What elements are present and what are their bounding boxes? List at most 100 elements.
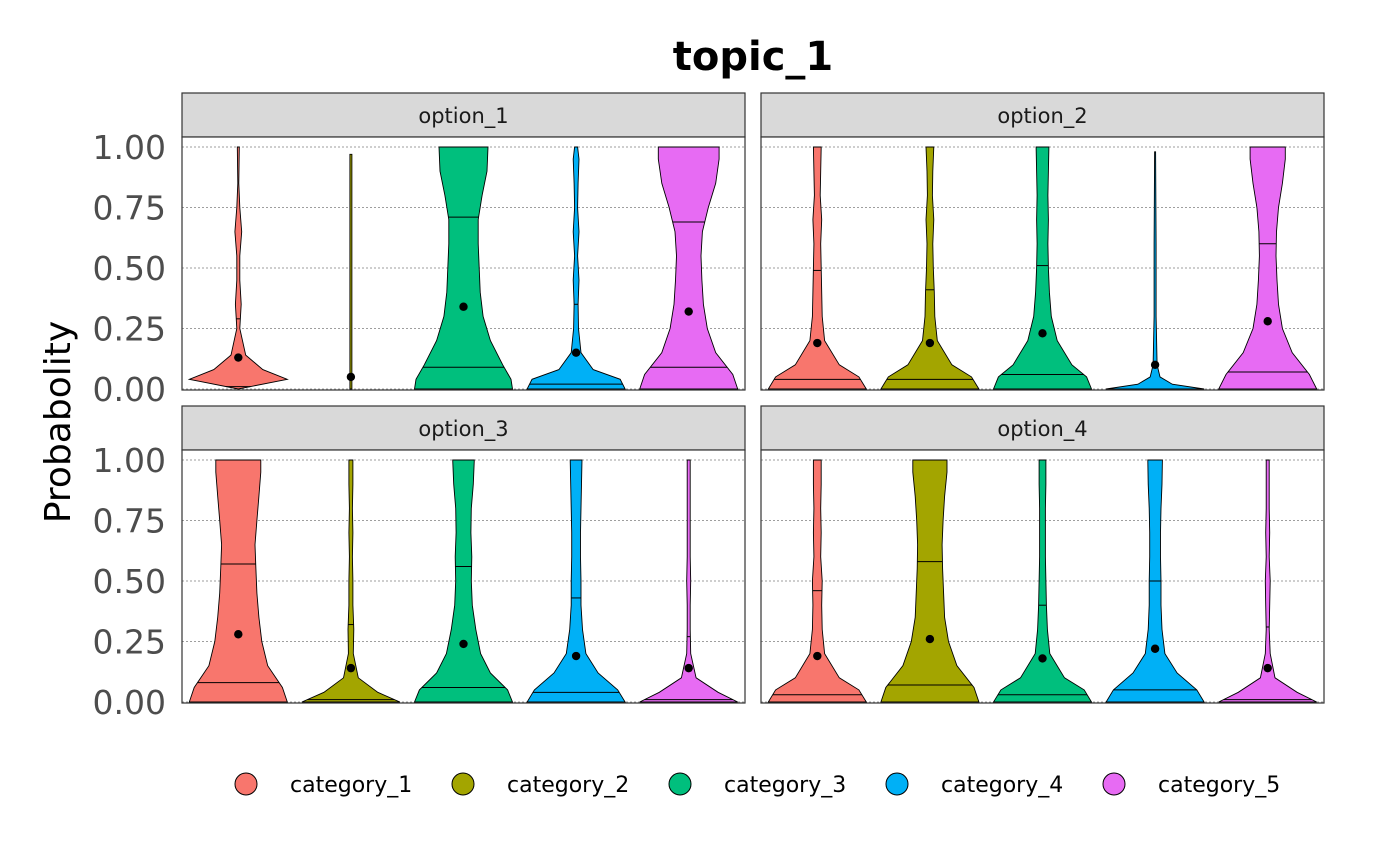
violin-category_4 — [526, 146, 626, 390]
mean-point — [234, 353, 243, 362]
strip-label: option_1 — [418, 104, 508, 129]
legend-label: category_4 — [941, 773, 1063, 798]
violin-category_1 — [767, 459, 868, 703]
violin-category_1 — [767, 146, 868, 390]
legend-item-category_2: category_2 — [451, 772, 629, 798]
violin-body — [188, 459, 288, 703]
mean-point — [234, 630, 243, 639]
legend-label: category_1 — [290, 773, 412, 798]
y-tick-label: 0.00 — [93, 370, 166, 409]
strip-background — [760, 405, 1325, 451]
violin-category_1 — [188, 459, 288, 703]
mean-point — [346, 663, 356, 673]
y-tick-label: 1.00 — [93, 128, 166, 167]
violin-category_5 — [1218, 459, 1317, 703]
legend-key — [234, 772, 258, 796]
mean-point — [1263, 663, 1272, 673]
mean-point — [1038, 329, 1047, 338]
violin-body — [349, 153, 353, 390]
strip-label: option_2 — [997, 104, 1087, 129]
mean-point — [1150, 360, 1160, 369]
violin-body — [767, 459, 868, 703]
violin-category_3 — [992, 459, 1093, 703]
legend-key — [451, 772, 475, 796]
violin-category_1 — [187, 146, 289, 390]
mean-point — [925, 634, 935, 644]
mean-point — [684, 307, 693, 316]
mean-point — [813, 651, 822, 661]
legend-label: category_2 — [507, 773, 629, 798]
violin-category_5 — [639, 146, 739, 390]
violin-body — [413, 146, 514, 390]
mean-point — [925, 338, 935, 348]
violin-body — [639, 459, 738, 703]
facet-panels: option_10.000.250.500.751.00option_2opti… — [93, 92, 1325, 722]
legend-key — [1102, 772, 1126, 796]
violin-category_4 — [1105, 459, 1205, 703]
legend-key — [885, 772, 909, 796]
legend-key — [668, 772, 692, 796]
violin-body — [992, 459, 1093, 703]
y-axis-label: Probabolity — [38, 321, 79, 523]
panel-border — [760, 449, 1325, 704]
y-tick-label: 0.75 — [93, 189, 166, 228]
mean-point — [571, 651, 581, 661]
violin-body — [639, 146, 739, 390]
y-tick-label: 0.75 — [93, 502, 166, 541]
violin-body — [413, 459, 514, 703]
legend-label: category_5 — [1158, 773, 1280, 798]
strip-label: option_4 — [997, 417, 1087, 442]
y-tick-label: 0.25 — [93, 623, 166, 662]
panel-border — [181, 449, 746, 704]
violin-body — [992, 146, 1093, 390]
violin-body — [880, 146, 980, 390]
strip-label: option_3 — [418, 417, 508, 442]
violin-category_3 — [413, 459, 514, 703]
violin-body — [526, 146, 626, 390]
violin-body — [526, 459, 626, 703]
violin-category_2 — [880, 459, 980, 703]
mean-point — [1263, 317, 1272, 326]
mean-point — [813, 338, 822, 348]
mean-point — [1038, 654, 1047, 663]
y-tick-label: 0.00 — [93, 683, 166, 722]
mean-point — [459, 639, 468, 649]
y-tick-label: 0.50 — [93, 562, 166, 601]
violin-body — [301, 459, 401, 703]
violin-category_2 — [346, 153, 356, 390]
mean-point — [571, 348, 581, 357]
violin-body — [767, 146, 868, 390]
violin-category_2 — [301, 459, 401, 703]
violin-category_4 — [526, 459, 626, 703]
y-tick-label: 0.25 — [93, 310, 166, 349]
violin-body — [187, 146, 289, 390]
panel-border — [181, 136, 746, 391]
facet-panel-option_2: option_2 — [760, 92, 1325, 391]
strip-background — [181, 92, 746, 138]
legend-label: category_3 — [724, 773, 846, 798]
mean-point — [1150, 644, 1160, 653]
y-tick-label: 0.50 — [93, 249, 166, 288]
mean-point — [346, 372, 356, 382]
y-tick-label: 1.00 — [93, 441, 166, 480]
panel-border — [760, 136, 1325, 391]
strip-background — [760, 92, 1325, 138]
violin-category_3 — [413, 146, 514, 390]
legend-item-category_5: category_5 — [1102, 772, 1280, 798]
strip-background — [181, 405, 746, 451]
legend: category_1 category_2 category_3 category_4… — [234, 772, 1280, 798]
facet-panel-option_1: option_1 0.00 0.25 0.50 0.75 1.00 — [93, 92, 746, 409]
violin-category_4 — [1106, 151, 1205, 390]
mean-point — [459, 302, 468, 311]
violin-body — [1106, 151, 1205, 390]
facet-panel-option_3: option_3 0.00 0.25 0.50 0.75 1.00 — [93, 405, 746, 722]
violin-body — [1218, 459, 1317, 703]
legend-item-category_1: category_1 — [234, 772, 412, 798]
mean-point — [684, 663, 693, 673]
violin-category_5 — [1217, 146, 1318, 390]
violin-body — [1217, 146, 1318, 390]
violin-category_2 — [880, 146, 980, 390]
violin-category_3 — [992, 146, 1093, 390]
violin-body — [880, 459, 980, 703]
